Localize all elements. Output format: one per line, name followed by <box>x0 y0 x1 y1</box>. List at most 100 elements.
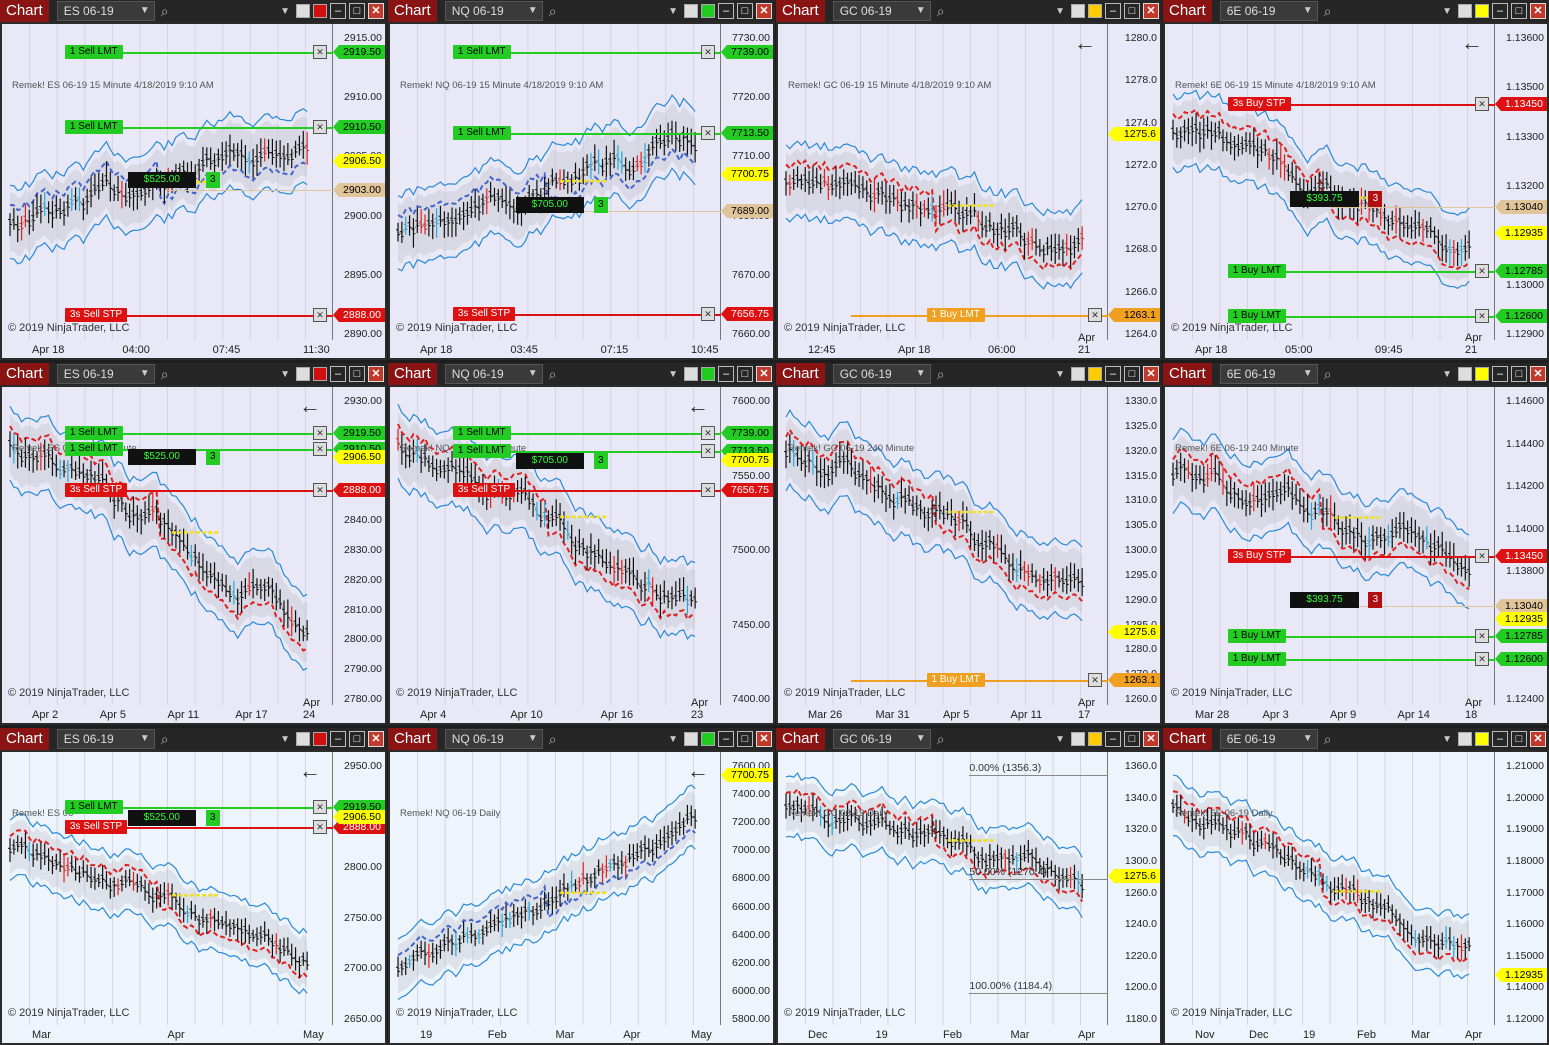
cancel-order-button[interactable]: ✕ <box>701 483 715 497</box>
time-axis[interactable]: Apr 18 04:00 07:45 11:30 <box>2 340 333 358</box>
order-label[interactable]: 1 Buy LMT <box>1227 264 1287 278</box>
color-swatch-link[interactable] <box>313 367 327 381</box>
order-label[interactable]: 3s Buy STP <box>1227 97 1291 111</box>
search-icon[interactable]: ⌕ <box>548 2 557 19</box>
maximize-button[interactable]: □ <box>349 366 365 382</box>
price-axis[interactable]: 1.136001.135001.133001.132001.131001.130… <box>1494 24 1547 340</box>
minimize-button[interactable]: – <box>1105 731 1121 747</box>
color-swatch-white[interactable] <box>1071 732 1085 746</box>
order-label[interactable]: 3s Sell STP <box>452 307 516 321</box>
order-label[interactable]: 1 Sell LMT <box>64 45 123 59</box>
color-swatch-link[interactable] <box>1088 367 1102 381</box>
search-icon[interactable]: ⌕ <box>1323 2 1332 19</box>
maximize-button[interactable]: □ <box>737 366 753 382</box>
close-icon[interactable]: ✕ <box>1530 366 1546 382</box>
price-axis[interactable]: 1360.0 1340.0 1320.0 1300.0 1260.0 1240.0 1220… <box>1107 752 1160 1025</box>
chart-pane[interactable]: Remek! 6E 06-19 240 Minute 1.14600 1.14400… <box>1165 387 1547 723</box>
price-axis[interactable]: 7730.007720.007710.007680.007670.007660.… <box>720 24 773 340</box>
maximize-button[interactable]: □ <box>1124 366 1140 382</box>
chart-pane[interactable]: Remek! NQ 06-19 Daily 7600.00 7400.00 7200.… <box>390 752 773 1043</box>
menu-dropdown-icon[interactable]: ▼ <box>668 733 678 745</box>
menu-dropdown-icon[interactable]: ▼ <box>1055 733 1065 745</box>
cancel-order-button[interactable]: ✕ <box>701 45 715 59</box>
order-label[interactable]: 1 Sell LMT <box>452 126 511 140</box>
search-icon[interactable]: ⌕ <box>160 730 169 747</box>
order-label[interactable]: 3s Sell STP <box>452 483 516 497</box>
color-swatch-white[interactable] <box>1071 4 1085 18</box>
color-swatch-link[interactable] <box>313 732 327 746</box>
maximize-button[interactable]: □ <box>1124 3 1140 19</box>
close-icon[interactable]: ✕ <box>756 366 772 382</box>
price-axis[interactable]: 2915.002910.002905.002900.002895.002890.… <box>332 24 385 340</box>
time-axis[interactable]: Mar 26 Mar 31 Apr 5 Apr 11 Apr 17 <box>778 697 1108 723</box>
back-arrow-icon[interactable]: ← <box>299 758 321 783</box>
instrument-selector[interactable]: NQ 06-19 ▼ <box>444 729 543 749</box>
menu-dropdown-icon[interactable]: ▼ <box>668 5 678 17</box>
chart-pane[interactable]: Remek! GC 06-19 240 Minute 1330.0 1325.0 13… <box>778 387 1160 723</box>
time-axis[interactable]: Nov Dec 19 Feb Mar Apr <box>1165 1025 1495 1043</box>
color-swatch-link[interactable] <box>701 4 715 18</box>
cancel-order-button[interactable]: ✕ <box>1475 97 1489 111</box>
instrument-selector[interactable]: GC 06-19 ▼ <box>832 1 931 21</box>
order-label[interactable]: 1 Sell LMT <box>64 426 123 440</box>
chart-pane[interactable]: Remek! 6E 06-19 15 Minute 4/18/2019 9:10… <box>1165 24 1547 358</box>
search-icon[interactable]: ⌕ <box>548 365 557 382</box>
order-label[interactable]: 1 Buy LMT <box>1227 309 1287 323</box>
cancel-order-button[interactable]: ✕ <box>313 442 327 456</box>
cancel-order-button[interactable]: ✕ <box>701 426 715 440</box>
chart-pane[interactable]: Remek! ES 06-19 15 Minute 4/18/2019 9:10… <box>2 24 385 358</box>
order-label[interactable]: 1 Buy LMT <box>1227 652 1287 666</box>
search-icon[interactable]: ⌕ <box>1323 730 1332 747</box>
instrument-selector[interactable]: ES 06-19 ▼ <box>56 364 155 384</box>
cancel-order-button[interactable]: ✕ <box>313 308 327 322</box>
menu-dropdown-icon[interactable]: ▼ <box>280 368 290 380</box>
close-icon[interactable]: ✕ <box>756 3 772 19</box>
color-swatch-white[interactable] <box>1458 367 1472 381</box>
color-swatch-link[interactable] <box>1475 367 1489 381</box>
cancel-order-button[interactable]: ✕ <box>1475 652 1489 666</box>
minimize-button[interactable]: – <box>718 366 734 382</box>
order-label[interactable]: 1 Buy LMT <box>926 308 985 322</box>
order-label[interactable]: 1 Buy LMT <box>926 673 985 687</box>
cancel-order-button[interactable]: ✕ <box>1088 673 1102 687</box>
minimize-button[interactable]: – <box>1105 3 1121 19</box>
search-icon[interactable]: ⌕ <box>936 2 945 19</box>
cancel-order-button[interactable]: ✕ <box>313 800 327 814</box>
minimize-button[interactable]: – <box>330 366 346 382</box>
time-axis[interactable]: Apr 4 Apr 10 Apr 16 Apr 23 <box>390 697 721 723</box>
price-axis[interactable]: 2950.002850.002800.002750.002700.002650.… <box>332 752 385 1025</box>
instrument-selector[interactable]: ES 06-19 ▼ <box>56 1 155 21</box>
minimize-button[interactable]: – <box>330 3 346 19</box>
maximize-button[interactable]: □ <box>1511 366 1527 382</box>
maximize-button[interactable]: □ <box>349 731 365 747</box>
price-axis[interactable]: 1280.0 1278.0 1274.0 1272.0 1270.0 1268.0 1266… <box>1107 24 1160 340</box>
order-label[interactable]: 1 Sell LMT <box>64 800 123 814</box>
price-axis[interactable]: 7600.00 7550.00 7500.00 7450.00 7400.00 <box>720 387 773 705</box>
instrument-selector[interactable]: 6E 06-19 ▼ <box>1219 729 1318 749</box>
cancel-order-button[interactable]: ✕ <box>313 45 327 59</box>
order-label[interactable]: 3s Sell STP <box>64 483 128 497</box>
cancel-order-button[interactable]: ✕ <box>313 120 327 134</box>
color-swatch-link[interactable] <box>701 367 715 381</box>
minimize-button[interactable]: – <box>1492 366 1508 382</box>
menu-dropdown-icon[interactable]: ▼ <box>280 733 290 745</box>
chart-pane[interactable]: Remek! ES 062950.002850.002800.002750.00… <box>2 752 385 1043</box>
chart-pane[interactable]: Remek! NQ 06-19 240 Minute7600.007550.00… <box>390 387 773 723</box>
maximize-button[interactable]: □ <box>349 3 365 19</box>
instrument-selector[interactable]: 6E 06-19 ▼ <box>1219 364 1318 384</box>
order-label[interactable]: 1 Buy LMT <box>1227 629 1287 643</box>
color-swatch-white[interactable] <box>684 4 698 18</box>
order-label[interactable]: 1 Sell LMT <box>452 444 511 458</box>
color-swatch-white[interactable] <box>296 367 310 381</box>
color-swatch-white[interactable] <box>296 732 310 746</box>
minimize-button[interactable]: – <box>1492 3 1508 19</box>
search-icon[interactable]: ⌕ <box>160 365 169 382</box>
time-axis[interactable]: Apr 2 Apr 5 Apr 11 Apr 17 Apr 24 <box>2 697 333 723</box>
close-icon[interactable]: ✕ <box>1143 3 1159 19</box>
menu-dropdown-icon[interactable]: ▼ <box>1442 368 1452 380</box>
maximize-button[interactable]: □ <box>737 3 753 19</box>
instrument-selector[interactable]: 6E 06-19 ▼ <box>1219 1 1318 21</box>
menu-dropdown-icon[interactable]: ▼ <box>1442 733 1452 745</box>
minimize-button[interactable]: – <box>718 731 734 747</box>
color-swatch-white[interactable] <box>296 4 310 18</box>
